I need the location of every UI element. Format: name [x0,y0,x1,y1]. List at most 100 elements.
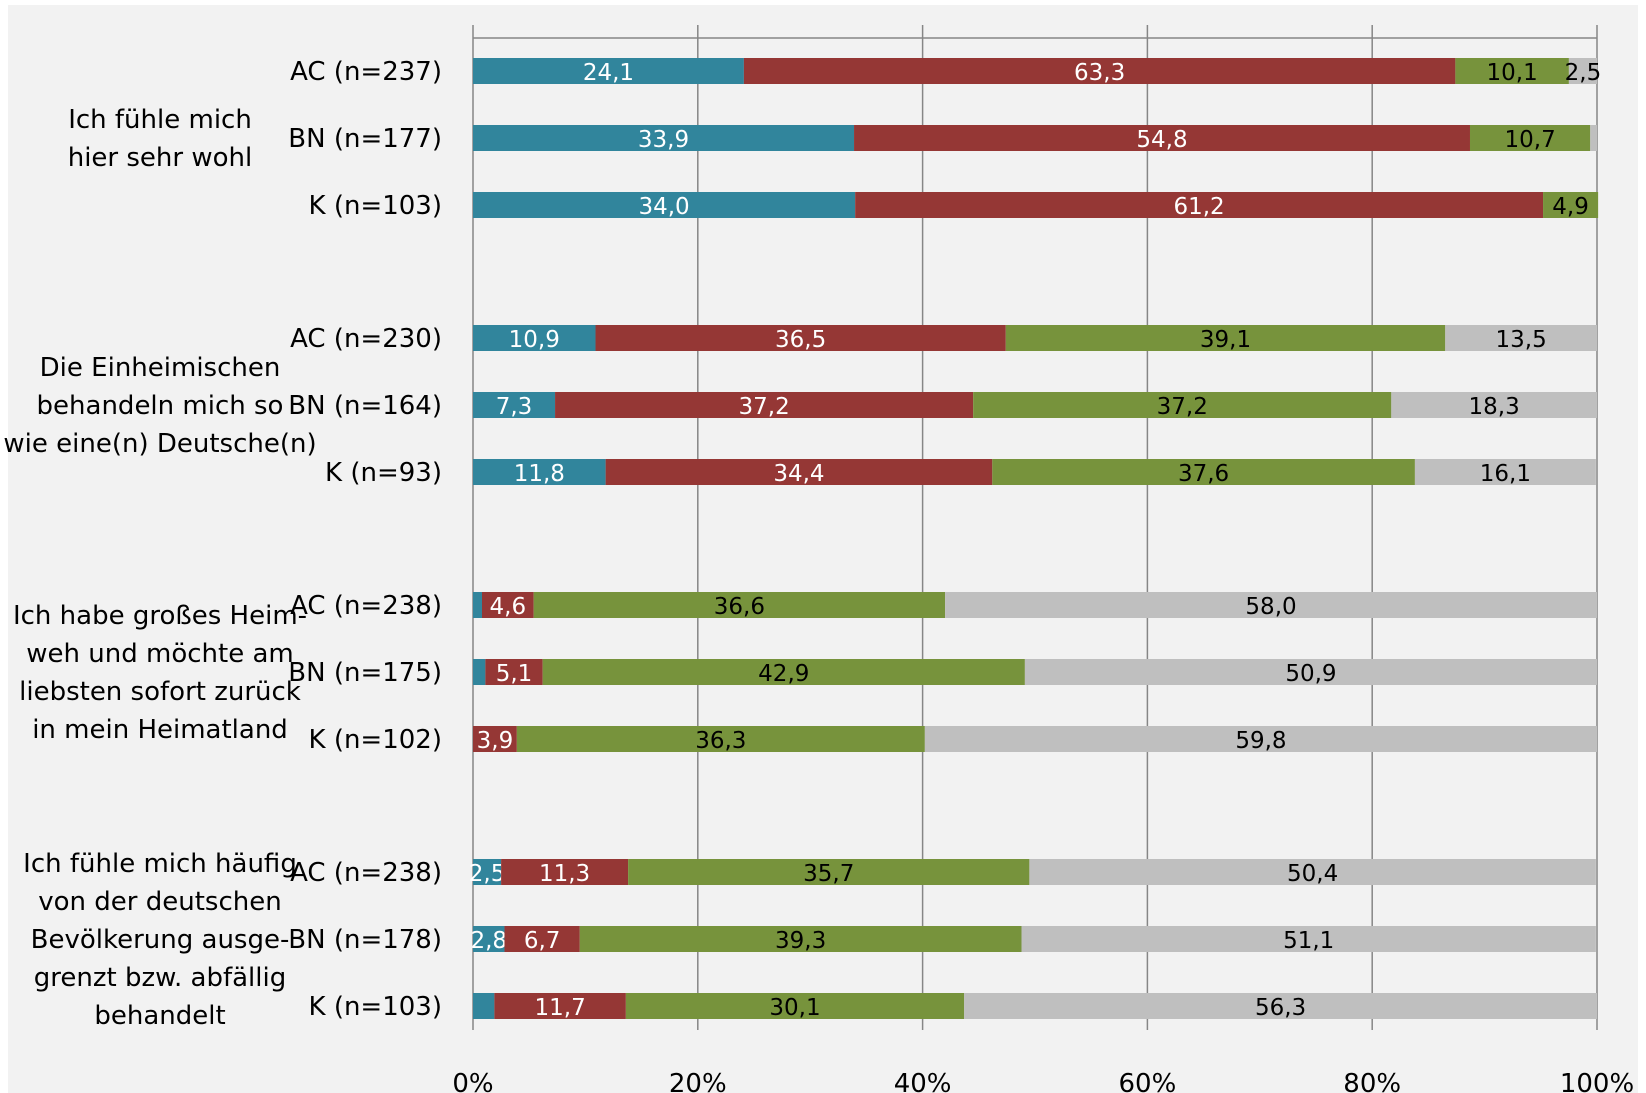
row-label: K (n=102) [309,725,443,755]
row-label: K (n=93) [325,458,442,488]
bar-segment [473,659,486,685]
statement-label: hier sehr wohl [68,143,253,173]
data-label: 10,9 [509,327,560,353]
data-label: 10,7 [1505,127,1556,153]
statement-label: wie eine(n) Deutsche(n) [3,429,316,459]
statement-label: Ich habe großes Heim- [13,601,307,631]
data-label: 33,9 [638,127,689,153]
row-label: K (n=103) [309,191,443,221]
data-label: 54,8 [1136,127,1187,153]
data-label: 58,0 [1245,594,1296,620]
row-label: BN (n=164) [288,391,442,421]
bar-segment [1391,392,1597,418]
bar-segment [1029,859,1596,885]
bar-segment [473,459,606,485]
statement-label: Die Einheimischen [40,353,281,383]
bar-segment [473,58,744,84]
data-label: 37,2 [1157,394,1208,420]
data-label: 37,6 [1178,461,1229,487]
bar-segment [501,859,629,885]
data-label: 59,8 [1235,728,1286,754]
statement-label: grenzt bzw. abfällig [34,963,286,993]
data-label: 4,9 [1552,194,1589,220]
statement-label: behandelt [94,1001,225,1031]
data-label: 2,8 [470,928,507,954]
data-label: 34,4 [773,461,824,487]
bar-segment [485,659,543,685]
bar-segment [516,726,925,752]
data-label: 61,2 [1173,194,1224,220]
data-label: 50,4 [1287,861,1338,887]
bar-segment [855,192,1544,218]
bar-segment [595,325,1006,351]
data-label: 63,3 [1074,60,1125,86]
bar-segment [924,726,1597,752]
data-label: 39,3 [775,928,826,954]
data-label: 2,5 [1565,60,1602,86]
statement-label: Ich fühle mich häufig [23,849,297,879]
data-label: 39,1 [1200,327,1251,353]
statement-label: liebsten sofort zurück [19,677,301,707]
data-label: 51,1 [1283,928,1334,954]
bar-segment [473,926,505,952]
bar-segment [579,926,1022,952]
row-label: AC (n=238) [290,591,442,621]
bar-segment [533,592,946,618]
data-label: 13,5 [1496,327,1547,353]
data-label: 16,1 [1480,461,1531,487]
row-label: AC (n=238) [290,858,442,888]
bar-segment [1024,659,1597,685]
data-label: 10,1 [1487,60,1538,86]
bar-segment [605,459,993,485]
bar-segment [473,125,855,151]
data-label: 34,0 [638,194,689,220]
bar-segment [1021,926,1596,952]
bar-segment [1568,58,1597,84]
bar-segment [1414,459,1596,485]
bar-segment [473,592,482,618]
bar-segment [504,926,580,952]
x-tick-label: 60% [1119,1069,1177,1093]
data-label: 2,5 [469,861,506,887]
bar-segment [473,726,517,752]
data-label: 3,9 [477,728,514,754]
data-label: 30,1 [769,995,820,1021]
data-label: 35,7 [803,861,854,887]
statement-label: in mein Heimatland [32,715,288,745]
row-label: AC (n=237) [290,57,442,87]
bar-segment [555,392,974,418]
bar-segment [473,325,596,351]
bar-segment [964,993,1597,1019]
row-label: K (n=103) [309,992,443,1022]
bar-segment [481,592,534,618]
bar-segment [625,993,965,1019]
statement-label: Ich fühle mich [68,105,252,135]
bar-segment [473,392,556,418]
x-tick-label: 20% [669,1069,727,1093]
statement-label: weh und möchte am [26,639,293,669]
bar-segment [542,659,1025,685]
data-label: 50,9 [1285,661,1336,687]
statement-label: Bevölkerung ausge- [31,925,290,955]
x-tick-label: 80% [1343,1069,1401,1093]
data-label: 24,1 [583,60,634,86]
bar-segment [473,192,856,218]
bar-segment [1590,125,1597,151]
bar-segment [494,993,626,1019]
data-label: 56,3 [1255,995,1306,1021]
data-label: 42,9 [758,661,809,687]
statement-label: behandeln mich so [37,391,284,421]
bar-segment [1469,125,1591,151]
data-label: 6,7 [524,928,561,954]
bar-segment [473,993,495,1019]
data-label: 11,3 [539,861,590,887]
data-label: 5,1 [496,661,533,687]
x-tick-label: 100% [1560,1069,1634,1093]
row-label: BN (n=175) [288,658,442,688]
bar-segment [945,592,1597,618]
bar-segment [1455,58,1569,84]
x-tick-label: 0% [452,1069,493,1093]
data-label: 11,8 [514,461,565,487]
row-label: BN (n=177) [288,124,442,154]
